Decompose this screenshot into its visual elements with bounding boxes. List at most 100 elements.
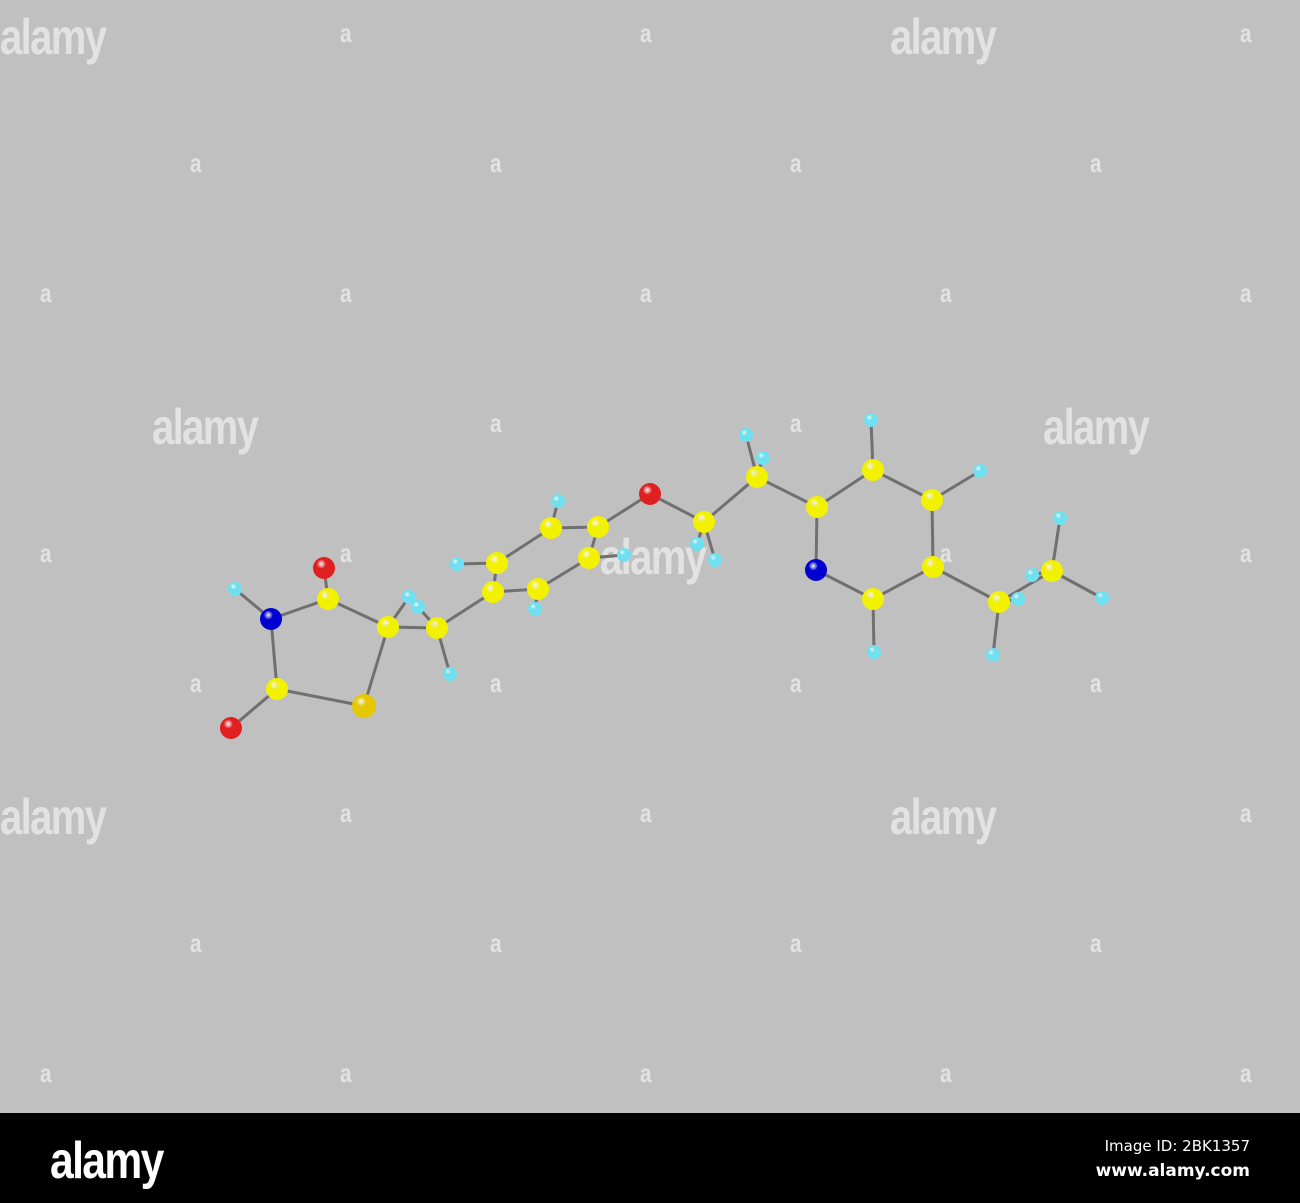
- watermark-letter: a: [790, 148, 802, 178]
- watermark-letter: a: [40, 278, 52, 308]
- carbon-atom: [587, 516, 609, 538]
- bond: [276, 687, 365, 708]
- watermark-letter: a: [790, 408, 802, 438]
- bond: [327, 597, 389, 629]
- watermark-letter: a: [640, 1058, 652, 1088]
- carbon-atom: [693, 511, 715, 533]
- hydrogen-atom: [1011, 592, 1025, 606]
- hydrogen-atom: [708, 553, 722, 567]
- watermark-letter: a: [790, 668, 802, 698]
- oxygen-atom: [639, 483, 661, 505]
- hydrogen-atom: [1053, 511, 1067, 525]
- bond: [816, 468, 874, 509]
- hydrogen-atom: [690, 537, 704, 551]
- carbon-atom: [377, 616, 399, 638]
- hydrogen-atom: [617, 548, 631, 562]
- oxygen-atom: [220, 717, 242, 739]
- hydrogen-atom: [443, 667, 457, 681]
- watermark-letter: a: [340, 798, 352, 828]
- molecule-render-area: alamy alamy alamy alamy alamy alamy alamy a a a a a…: [0, 9, 1252, 1088]
- footer-bar: alamy Image ID: 2BK1357 www.alamy.com: [0, 1113, 1300, 1203]
- hydrogen-atom: [411, 600, 425, 614]
- bond: [932, 565, 1000, 604]
- carbon-atom: [806, 496, 828, 518]
- watermark-letter: a: [640, 798, 652, 828]
- carbon-atom: [578, 547, 600, 569]
- watermark-letter: a: [340, 18, 352, 48]
- watermark-letter: a: [190, 148, 202, 178]
- carbon-atom: [266, 678, 288, 700]
- watermark-letter: a: [790, 928, 802, 958]
- carbon-atom: [988, 591, 1010, 613]
- watermark-letter: a: [940, 1058, 952, 1088]
- hydrogen-atom: [402, 590, 416, 604]
- watermark-letter: a: [640, 18, 652, 48]
- watermark-word: alamy: [890, 789, 997, 845]
- watermark-letter: a: [1240, 278, 1252, 308]
- carbon-atom: [862, 459, 884, 481]
- watermark-letter: a: [1240, 798, 1252, 828]
- bond: [756, 475, 818, 509]
- watermark-word: alamy: [0, 789, 107, 845]
- watermark-letter: a: [1090, 928, 1102, 958]
- watermark-letter: a: [1090, 668, 1102, 698]
- bond: [703, 475, 758, 524]
- hydrogen-atom: [864, 413, 878, 427]
- watermark-word: alamy: [890, 9, 997, 65]
- watermark-letter: a: [940, 538, 952, 568]
- hydrogen-atom: [1025, 568, 1039, 582]
- carbon-atom: [862, 588, 884, 610]
- bond: [930, 499, 935, 568]
- alamy-logo: alamy: [50, 1132, 164, 1190]
- hydrogen-atom: [228, 582, 242, 596]
- carbon-atom: [746, 466, 768, 488]
- watermark-letter: a: [40, 538, 52, 568]
- watermark-letter: a: [340, 1058, 352, 1088]
- hydrogen-atom: [528, 602, 542, 616]
- carbon-atom: [921, 489, 943, 511]
- watermark-letter: a: [490, 148, 502, 178]
- carbon-atom: [317, 588, 339, 610]
- bond: [872, 565, 934, 601]
- site-url[interactable]: www.alamy.com: [1095, 1161, 1250, 1181]
- carbon-atom: [486, 552, 508, 574]
- hydrogen-atom: [551, 494, 565, 508]
- carbon-atom: [482, 581, 504, 603]
- hydrogen-atom: [1095, 591, 1109, 605]
- watermark-letter: a: [190, 928, 202, 958]
- watermark-word: alamy: [0, 9, 107, 65]
- image-id: Image ID: 2BK1357: [1104, 1137, 1250, 1155]
- oxygen-atom: [313, 557, 335, 579]
- carbon-atom: [1041, 560, 1063, 582]
- nitrogen-atom: [260, 608, 282, 630]
- sulfur-atom: [352, 694, 376, 718]
- bond: [872, 468, 933, 502]
- watermark-letter: a: [1240, 1058, 1252, 1088]
- watermark-letter: a: [1240, 538, 1252, 568]
- watermark-letter: a: [1090, 148, 1102, 178]
- carbon-atom: [527, 578, 549, 600]
- hydrogen-atom: [986, 648, 1000, 662]
- watermark-letter: a: [490, 668, 502, 698]
- watermark-word: alamy: [1043, 399, 1150, 455]
- watermark-word: alamy: [152, 399, 259, 455]
- nitrogen-atom: [805, 559, 827, 581]
- bond: [436, 590, 494, 630]
- watermark-letter: a: [490, 408, 502, 438]
- carbon-atom: [426, 617, 448, 639]
- watermark-letter: a: [340, 538, 352, 568]
- watermark-letter: a: [340, 278, 352, 308]
- bond: [269, 618, 279, 690]
- watermark-letter: a: [1240, 18, 1252, 48]
- ball-and-stick-molecule: [220, 413, 1109, 739]
- bond: [362, 626, 390, 707]
- watermark-letter: a: [940, 278, 952, 308]
- carbon-atom: [922, 556, 944, 578]
- hydrogen-atom: [756, 451, 770, 465]
- hydrogen-atom: [739, 428, 753, 442]
- hydrogen-atom: [867, 645, 881, 659]
- watermark-letter: a: [190, 668, 202, 698]
- hydrogen-atom: [450, 557, 464, 571]
- watermark-letter: a: [40, 1058, 52, 1088]
- watermark-letter: a: [490, 928, 502, 958]
